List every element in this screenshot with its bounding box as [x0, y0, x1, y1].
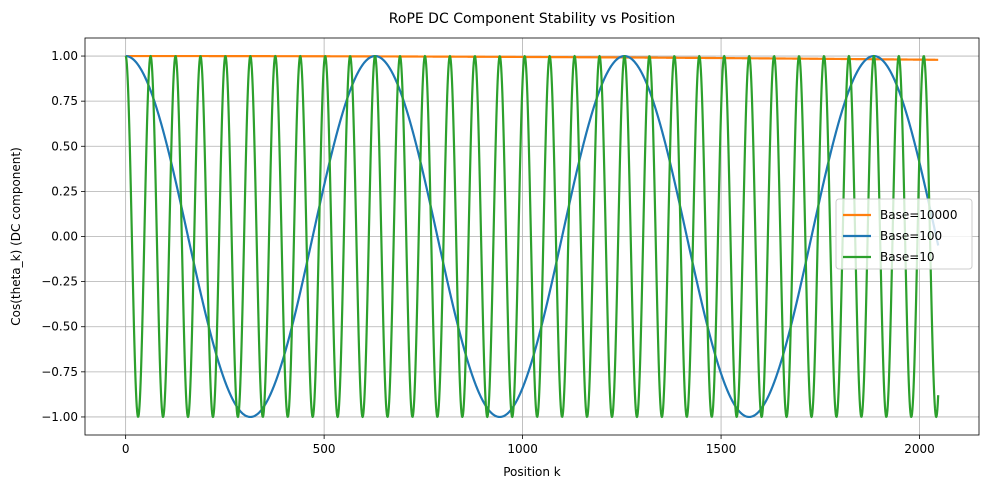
legend-label: Base=10: [880, 250, 935, 264]
plot-lines: [124, 54, 940, 419]
legend-label: Base=10000: [880, 208, 957, 222]
y-tick-label: −0.75: [41, 365, 78, 379]
legend-box: [835, 198, 973, 270]
y-tick-label: 0.75: [51, 94, 78, 108]
y-tick-label: 0.25: [51, 184, 78, 198]
legend: Base=10000 Base=100 Base=10: [835, 198, 973, 270]
y-tick-label: −0.25: [41, 275, 78, 289]
x-tick-label: 500: [313, 442, 336, 456]
y-tick-label: −0.50: [41, 320, 78, 334]
x-tick-label: 1000: [507, 442, 538, 456]
y-tick-label: −1.00: [41, 410, 78, 424]
x-tick-label: 1500: [706, 442, 737, 456]
x-tick-label: 0: [122, 442, 130, 456]
series-line-base-10: [124, 54, 940, 419]
chart-title: RoPE DC Component Stability vs Position: [389, 11, 675, 27]
series-line-base-10000: [124, 54, 939, 61]
y-tick-label: 0.50: [51, 139, 78, 153]
x-tick-label: 2000: [904, 442, 935, 456]
legend-label: Base=100: [880, 229, 942, 243]
y-tick-label: 1.00: [51, 49, 78, 63]
y-axis-label: Cos(theta_k) (DC component): [9, 147, 23, 326]
y-tick-label: 0.00: [51, 230, 78, 244]
x-axis-label: Position k: [503, 465, 561, 479]
ticks: 0 500 1000 1500 2000 1.00 0.75 0.50 0.25 0.00 −0.2…: [41, 49, 935, 456]
